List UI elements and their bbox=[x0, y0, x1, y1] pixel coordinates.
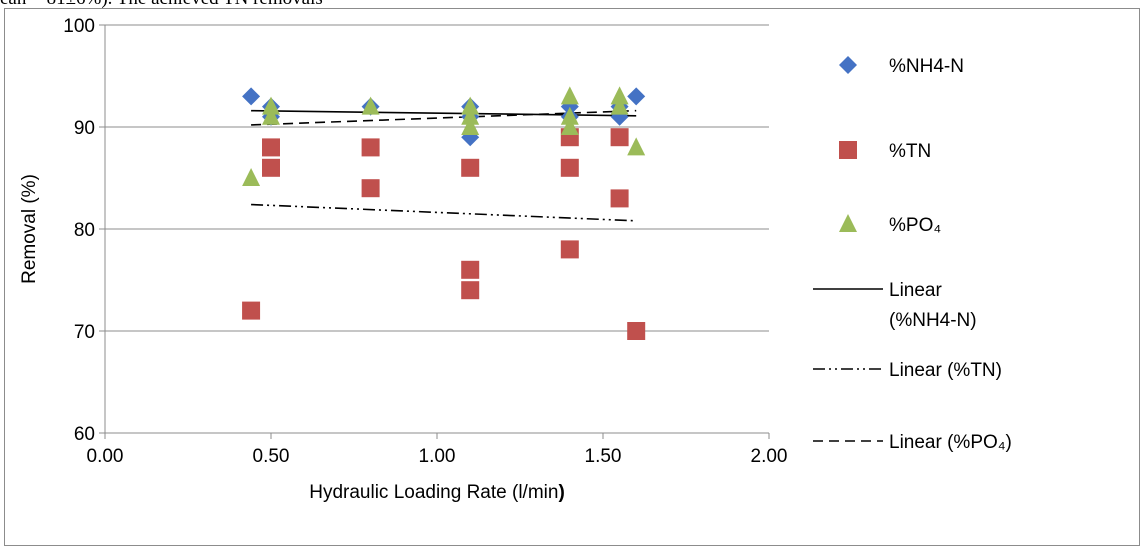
gridlines bbox=[105, 24, 769, 434]
legend-label-trend0-line2: (%NH4-N) bbox=[889, 310, 977, 331]
chart-svg: 60 70 80 90 100 0.00 0.50 1.00 1.50 2.00 Removal … bbox=[19, 16, 1012, 503]
legend-label-trend0-line1: Linear bbox=[889, 280, 942, 301]
legend-label-series1: %TN bbox=[889, 141, 931, 162]
y-tick-label-90: 90 bbox=[74, 118, 95, 139]
point-series1-11 bbox=[610, 128, 629, 147]
y-tick-label-60: 60 bbox=[74, 424, 95, 445]
point-series1-2 bbox=[262, 158, 280, 177]
point-series0-11 bbox=[627, 87, 646, 106]
point-series2-4 bbox=[461, 96, 480, 115]
axes bbox=[99, 24, 770, 439]
x-axis-title-main: Hydraulic Loading Rate (l/min bbox=[309, 482, 558, 503]
point-series1-0 bbox=[242, 301, 261, 320]
point-series2-10 bbox=[610, 86, 629, 105]
partial-caption-text: ean = 81±6%). The achieved TN removals bbox=[0, 0, 323, 10]
trendline-1 bbox=[251, 203, 637, 222]
chart-frame: 60 70 80 90 100 0.00 0.50 1.00 1.50 2.00 Removal … bbox=[4, 8, 1140, 546]
point-series2-11 bbox=[610, 96, 629, 115]
point-series2-0 bbox=[242, 168, 261, 186]
point-series1-13 bbox=[627, 322, 646, 340]
legend: %NH4-N %TN %PO₄ Linear (%NH4-N) Linear (%TN) L… bbox=[813, 56, 1012, 453]
x-tick-label-0.00: 0.00 bbox=[87, 446, 124, 467]
point-series1-9 bbox=[560, 158, 579, 177]
point-series1-7 bbox=[461, 281, 480, 300]
point-series2-7 bbox=[560, 86, 579, 105]
point-series1-1 bbox=[262, 138, 280, 157]
point-series2-3 bbox=[361, 96, 380, 115]
point-series2-2 bbox=[262, 106, 280, 125]
x-tick-label-0.50: 0.50 bbox=[253, 446, 290, 467]
x-axis-title-suffix: ) bbox=[558, 482, 564, 503]
data-points bbox=[242, 86, 646, 340]
legend-marker-series0 bbox=[839, 56, 857, 74]
point-series1-12 bbox=[610, 189, 629, 208]
point-series1-10 bbox=[560, 240, 579, 259]
x-axis-title: Hydraulic Loading Rate (l/min) bbox=[309, 482, 565, 503]
y-tick-label-70: 70 bbox=[74, 322, 95, 343]
legend-marker-series2 bbox=[839, 214, 857, 232]
y-tick-label-100: 100 bbox=[63, 16, 95, 37]
y-tick-label-80: 80 bbox=[74, 220, 95, 241]
point-series1-5 bbox=[461, 158, 480, 177]
tick-labels: 60 70 80 90 100 0.00 0.50 1.00 1.50 2.00 bbox=[63, 16, 787, 467]
point-series1-4 bbox=[361, 179, 380, 198]
point-series2-5 bbox=[461, 106, 480, 125]
legend-label-trend2: Linear (%PO₄) bbox=[889, 432, 1012, 453]
point-series1-6 bbox=[461, 260, 480, 279]
point-series2-6 bbox=[461, 117, 480, 135]
legend-label-series2: %PO₄ bbox=[889, 215, 941, 236]
legend-label-series0: %NH4-N bbox=[889, 56, 964, 77]
point-series2-8 bbox=[560, 106, 579, 125]
point-series2-12 bbox=[627, 137, 646, 156]
point-series2-1 bbox=[262, 96, 280, 115]
x-tick-label-1.50: 1.50 bbox=[585, 446, 622, 467]
x-tick-label-2.00: 2.00 bbox=[751, 446, 788, 467]
x-tick-label-1.00: 1.00 bbox=[419, 446, 456, 467]
legend-label-trend1: Linear (%TN) bbox=[889, 360, 1002, 381]
y-axis-title: Removal (%) bbox=[19, 174, 40, 284]
point-series1-3 bbox=[361, 138, 380, 157]
point-series0-0 bbox=[242, 87, 261, 106]
legend-marker-series1 bbox=[839, 141, 857, 159]
point-series2-9 bbox=[560, 117, 579, 135]
